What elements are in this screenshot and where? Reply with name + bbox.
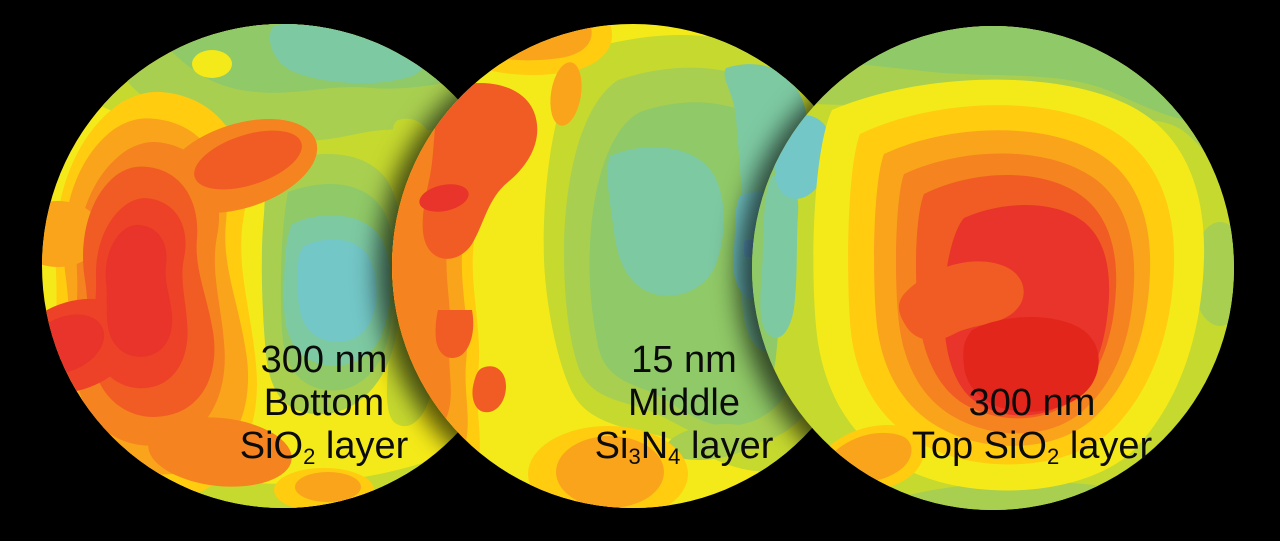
label-line: 300 nm <box>968 382 1096 424</box>
wafer-label-top-sio2: 300 nm Top SiO2 layer <box>912 382 1152 468</box>
label-line: 300 nm <box>260 339 388 381</box>
label-line: Si3N4 layer <box>594 425 774 470</box>
wafer-label-middle-si3n4: 15 nm Middle Si3N4 layer <box>595 339 774 468</box>
wafer-label-bottom-sio2: 300 nm Bottom SiO2 layer <box>240 339 409 468</box>
label-line: Bottom <box>263 382 385 424</box>
label-line: SiO2 layer <box>239 425 409 470</box>
wafer-map-top-sio2 <box>752 26 1234 510</box>
label-line: 15 nm <box>631 339 737 381</box>
label-line: Top SiO2 layer <box>911 425 1153 470</box>
label-line: Middle <box>628 382 740 424</box>
